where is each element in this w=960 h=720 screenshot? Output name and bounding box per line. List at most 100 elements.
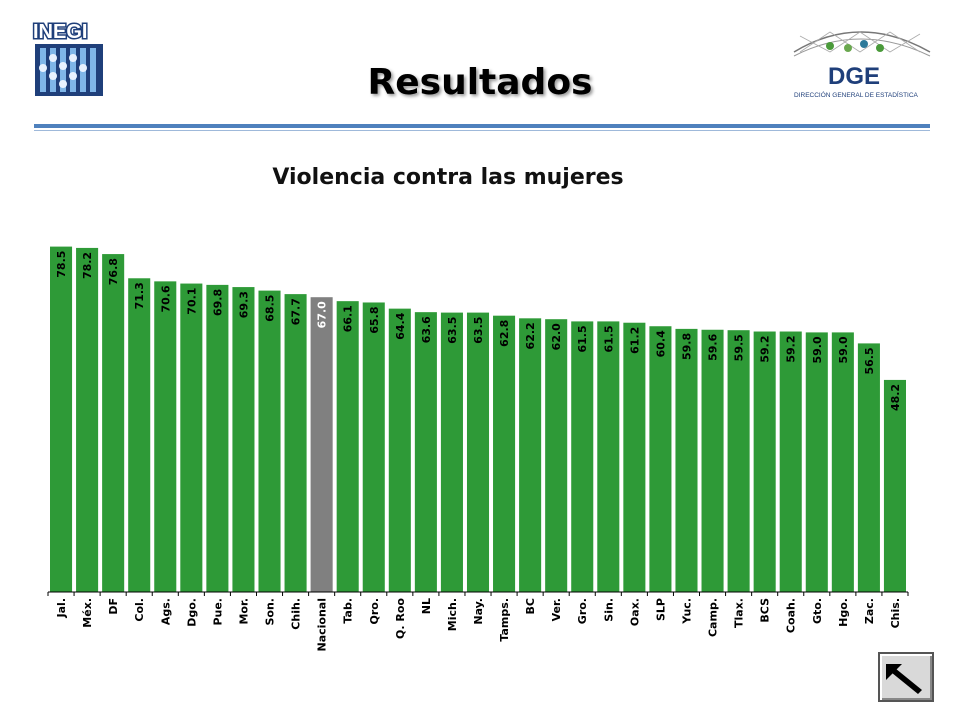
- bar-m-x: [76, 247, 99, 593]
- value-label: 61.5: [602, 325, 615, 352]
- category-label: Chis.: [889, 598, 902, 628]
- inegi-logo: INEGI: [31, 18, 107, 98]
- page-title: Resultados: [367, 62, 593, 103]
- category-label: Qro.: [368, 598, 381, 625]
- value-label: 59.0: [837, 336, 850, 363]
- bar-son: [258, 290, 281, 592]
- category-label: Oax.: [628, 598, 641, 626]
- bar-dgo: [180, 283, 203, 592]
- bar-bc: [519, 318, 542, 592]
- inegi-logo-text: INEGI: [33, 21, 87, 43]
- category-label: Coah.: [785, 598, 798, 633]
- value-label: 59.6: [707, 333, 720, 360]
- category-label: Nacional: [316, 598, 329, 652]
- bar-tamps: [493, 315, 516, 592]
- dge-logo: DGE DIRECCIÓN GENERAL DE ESTADÍSTICA: [790, 22, 934, 102]
- value-label: 62.0: [550, 323, 563, 350]
- category-label: Tab.: [342, 598, 355, 624]
- category-label: Méx.: [81, 598, 94, 628]
- category-label: DF: [107, 598, 120, 615]
- bar-tab: [336, 301, 359, 592]
- bar-slp: [649, 326, 672, 592]
- value-label: 70.6: [159, 285, 172, 312]
- bar-pue: [206, 284, 229, 592]
- bar-tlax: [727, 330, 750, 592]
- value-label: 59.2: [785, 336, 798, 363]
- bar-df: [102, 254, 125, 592]
- bar-chis: [883, 379, 906, 592]
- bar-jal: [50, 246, 73, 592]
- bar-bcs: [753, 331, 776, 592]
- bar-col: [128, 278, 151, 592]
- bar-ver: [545, 319, 568, 592]
- category-label: Ags.: [159, 598, 172, 625]
- value-label: 59.2: [759, 336, 772, 363]
- value-label: 78.5: [55, 251, 68, 278]
- category-label: Zac.: [863, 598, 876, 624]
- header-divider: [34, 124, 930, 128]
- back-button[interactable]: [878, 652, 934, 702]
- value-label: 59.8: [680, 333, 693, 360]
- category-label: Camp.: [707, 598, 720, 637]
- value-label: 61.5: [576, 325, 589, 352]
- category-label: BCS: [759, 598, 772, 623]
- value-label: 66.1: [342, 305, 355, 332]
- category-label: SLP: [654, 598, 667, 621]
- back-arrow-icon: [886, 664, 922, 694]
- value-label: 59.0: [811, 336, 824, 363]
- value-label: 68.5: [264, 295, 277, 322]
- category-label: Yuc.: [680, 598, 693, 625]
- value-label: 65.8: [368, 306, 381, 333]
- category-label: Ver.: [550, 598, 563, 621]
- category-label: Q. Roo: [394, 598, 407, 639]
- category-label: Pue.: [211, 598, 224, 626]
- category-label: Tlax.: [733, 598, 746, 628]
- value-label: 63.6: [420, 316, 433, 343]
- category-label: Nay.: [472, 598, 485, 625]
- bar-ags: [154, 281, 177, 592]
- bar-oax: [623, 322, 646, 592]
- bar-q-roo: [388, 308, 411, 592]
- value-label: 71.3: [133, 282, 146, 309]
- value-label: 60.4: [654, 330, 667, 357]
- category-label: Mich.: [446, 598, 459, 631]
- bar-mich: [440, 312, 463, 592]
- category-label: Dgo.: [185, 598, 198, 627]
- category-label: Gro.: [576, 598, 589, 624]
- category-label: Gto.: [811, 598, 824, 624]
- bar-qro: [362, 302, 385, 592]
- category-label: Col.: [133, 598, 146, 622]
- value-label: 69.3: [237, 291, 250, 318]
- bar-nacional: [310, 297, 333, 592]
- bar-hgo: [831, 332, 854, 592]
- bar-nl: [414, 312, 437, 592]
- category-label: Son.: [264, 598, 277, 626]
- value-label: 56.5: [863, 347, 876, 374]
- bar-chih: [284, 294, 307, 592]
- value-label: 69.8: [211, 289, 224, 316]
- value-label: 62.8: [498, 320, 511, 347]
- value-label: 59.5: [733, 334, 746, 361]
- dge-logo-subtext: DIRECCIÓN GENERAL DE ESTADÍSTICA: [794, 90, 919, 99]
- value-label: 61.2: [628, 327, 641, 354]
- category-label: Mor.: [237, 598, 250, 625]
- chart-title: Violencia contra las mujeres: [272, 165, 624, 190]
- bar-yuc: [675, 328, 698, 592]
- value-label: 67.0: [316, 301, 329, 328]
- category-label: Tamps.: [498, 598, 511, 642]
- bar-gro: [571, 321, 594, 592]
- category-label: Jal.: [55, 598, 68, 618]
- value-label: 63.5: [472, 317, 485, 344]
- bar-camp: [701, 329, 724, 592]
- value-label: 67.7: [290, 298, 303, 325]
- bar-coah: [779, 331, 802, 592]
- category-label: NL: [420, 598, 433, 614]
- bar-mor: [232, 287, 255, 592]
- bar-zac: [857, 343, 880, 592]
- bar-gto: [805, 332, 828, 592]
- category-label: BC: [524, 598, 537, 614]
- category-label: Sin.: [602, 598, 615, 622]
- value-label: 48.2: [889, 384, 902, 411]
- category-label: Hgo.: [837, 598, 850, 627]
